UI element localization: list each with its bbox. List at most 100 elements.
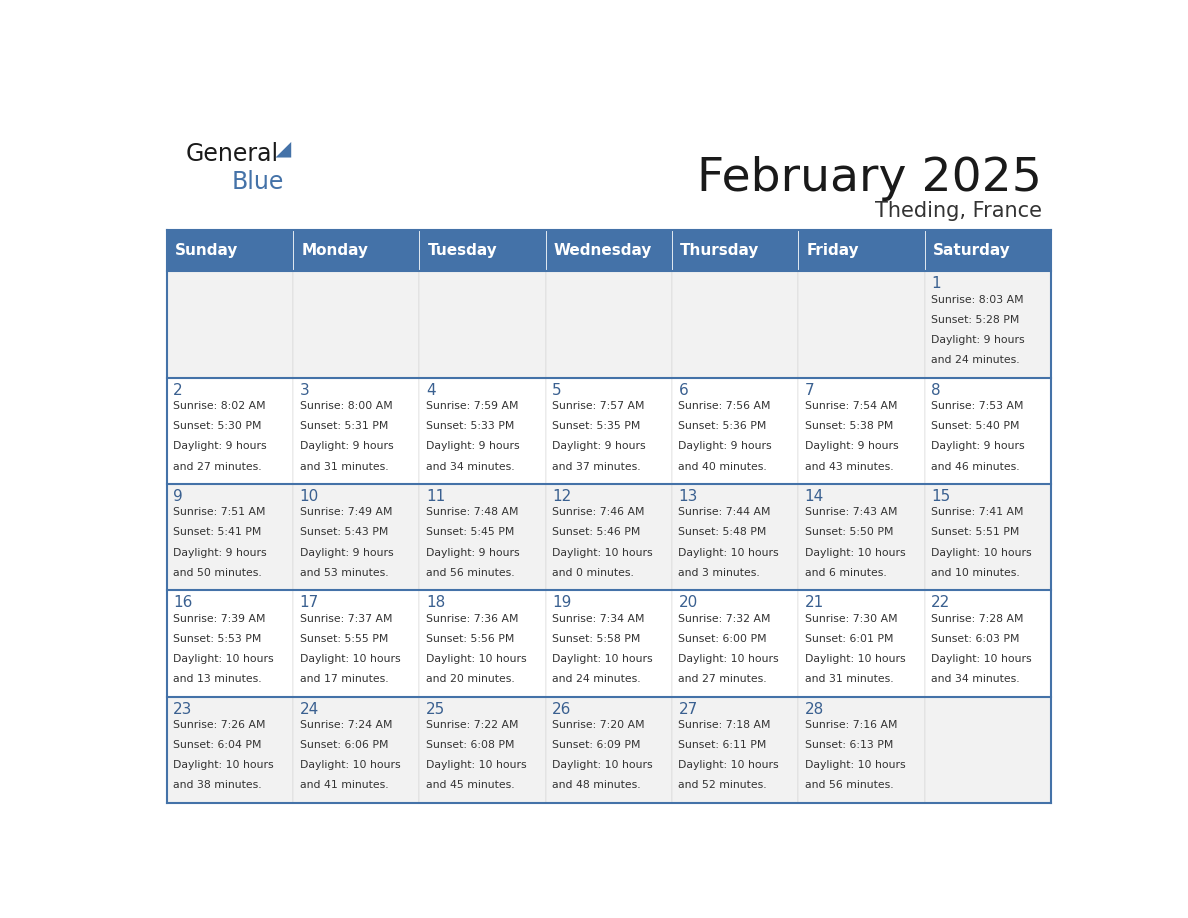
Text: Sunset: 6:13 PM: Sunset: 6:13 PM [804,740,893,750]
Text: Sunrise: 7:28 AM: Sunrise: 7:28 AM [931,613,1024,623]
Bar [924,697,1051,803]
Bar [419,590,545,697]
Text: Tuesday: Tuesday [428,243,498,258]
Bar [924,590,1051,697]
Bar [293,230,419,272]
Text: and 31 minutes.: and 31 minutes. [299,462,388,472]
Text: Sunset: 5:40 PM: Sunset: 5:40 PM [931,421,1019,431]
Text: 28: 28 [804,701,824,717]
Text: and 24 minutes.: and 24 minutes. [931,355,1019,365]
Text: Sunrise: 7:30 AM: Sunrise: 7:30 AM [804,613,897,623]
Text: 21: 21 [804,595,824,610]
Text: 7: 7 [804,383,814,397]
Text: Sunday: Sunday [175,243,239,258]
Text: Daylight: 9 hours: Daylight: 9 hours [425,548,519,557]
Text: 9: 9 [173,489,183,504]
Text: Sunset: 5:31 PM: Sunset: 5:31 PM [299,421,388,431]
Text: and 27 minutes.: and 27 minutes. [173,462,263,472]
Text: Sunset: 5:28 PM: Sunset: 5:28 PM [931,315,1019,325]
Text: Daylight: 10 hours: Daylight: 10 hours [678,760,779,770]
Text: and 6 minutes.: and 6 minutes. [804,568,886,577]
Bar [798,272,924,377]
Text: Sunrise: 7:43 AM: Sunrise: 7:43 AM [804,508,897,517]
Text: Sunset: 5:45 PM: Sunset: 5:45 PM [425,528,514,537]
Text: 24: 24 [299,701,318,717]
Text: Daylight: 10 hours: Daylight: 10 hours [173,654,274,664]
Text: 2: 2 [173,383,183,397]
Text: Sunrise: 7:53 AM: Sunrise: 7:53 AM [931,401,1024,411]
Text: 1: 1 [931,276,941,291]
Text: Daylight: 10 hours: Daylight: 10 hours [678,548,779,557]
Text: Sunset: 5:56 PM: Sunset: 5:56 PM [425,633,514,644]
Text: Daylight: 10 hours: Daylight: 10 hours [552,760,652,770]
Polygon shape [276,142,291,158]
Text: Daylight: 9 hours: Daylight: 9 hours [299,442,393,452]
Bar [545,484,672,590]
Bar [672,272,798,377]
Bar [293,697,419,803]
Text: Daylight: 10 hours: Daylight: 10 hours [425,760,526,770]
Text: Sunrise: 7:24 AM: Sunrise: 7:24 AM [299,720,392,730]
Text: 10: 10 [299,489,318,504]
Text: Sunrise: 7:44 AM: Sunrise: 7:44 AM [678,508,771,517]
Text: Sunrise: 8:02 AM: Sunrise: 8:02 AM [173,401,266,411]
Bar [545,590,672,697]
Text: Daylight: 10 hours: Daylight: 10 hours [425,654,526,664]
Text: and 53 minutes.: and 53 minutes. [299,568,388,577]
Text: Daylight: 9 hours: Daylight: 9 hours [931,442,1024,452]
Text: Wednesday: Wednesday [554,243,652,258]
Text: Daylight: 10 hours: Daylight: 10 hours [931,548,1031,557]
Text: Sunset: 5:55 PM: Sunset: 5:55 PM [299,633,388,644]
Bar [293,484,419,590]
Bar [924,484,1051,590]
Text: Sunset: 5:46 PM: Sunset: 5:46 PM [552,528,640,537]
Text: Daylight: 10 hours: Daylight: 10 hours [552,654,652,664]
Text: Sunset: 5:48 PM: Sunset: 5:48 PM [678,528,766,537]
Text: and 17 minutes.: and 17 minutes. [299,674,388,684]
Bar [672,484,798,590]
Text: 12: 12 [552,489,571,504]
Text: 14: 14 [804,489,824,504]
Text: General: General [185,142,278,166]
Text: Daylight: 10 hours: Daylight: 10 hours [931,654,1031,664]
Text: Daylight: 10 hours: Daylight: 10 hours [299,760,400,770]
Text: and 20 minutes.: and 20 minutes. [425,674,514,684]
Text: Sunset: 5:30 PM: Sunset: 5:30 PM [173,421,261,431]
Text: and 24 minutes.: and 24 minutes. [552,674,640,684]
Text: Daylight: 9 hours: Daylight: 9 hours [552,442,646,452]
Text: and 31 minutes.: and 31 minutes. [804,674,893,684]
Text: February 2025: February 2025 [696,156,1042,201]
Text: 23: 23 [173,701,192,717]
Text: Daylight: 9 hours: Daylight: 9 hours [425,442,519,452]
Text: Sunset: 6:09 PM: Sunset: 6:09 PM [552,740,640,750]
Bar [166,272,293,377]
Bar [798,230,924,272]
Text: 22: 22 [931,595,950,610]
Bar [293,272,419,377]
Text: and 37 minutes.: and 37 minutes. [552,462,640,472]
Text: and 45 minutes.: and 45 minutes. [425,780,514,790]
Text: and 41 minutes.: and 41 minutes. [299,780,388,790]
Text: Daylight: 10 hours: Daylight: 10 hours [173,760,274,770]
Text: and 46 minutes.: and 46 minutes. [931,462,1019,472]
Text: and 56 minutes.: and 56 minutes. [425,568,514,577]
Text: and 0 minutes.: and 0 minutes. [552,568,634,577]
Text: and 13 minutes.: and 13 minutes. [173,674,263,684]
Text: 6: 6 [678,383,688,397]
Text: Sunrise: 7:46 AM: Sunrise: 7:46 AM [552,508,645,517]
Bar [419,272,545,377]
Text: Sunrise: 7:36 AM: Sunrise: 7:36 AM [425,613,518,623]
Bar [293,590,419,697]
Bar [672,590,798,697]
Bar [419,377,545,484]
Bar [924,272,1051,377]
Bar [798,484,924,590]
Text: Theding, France: Theding, France [874,201,1042,220]
Text: and 56 minutes.: and 56 minutes. [804,780,893,790]
Text: 5: 5 [552,383,562,397]
Text: 8: 8 [931,383,941,397]
Text: 17: 17 [299,595,318,610]
Text: Sunrise: 7:37 AM: Sunrise: 7:37 AM [299,613,392,623]
Text: 15: 15 [931,489,950,504]
Text: Sunset: 6:03 PM: Sunset: 6:03 PM [931,633,1019,644]
